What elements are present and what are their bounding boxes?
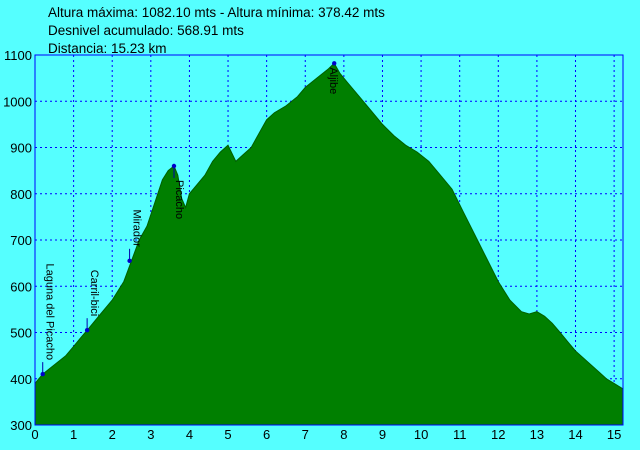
waypoint: Laguna del Picacho	[40, 263, 56, 377]
y-tick-label: 600	[10, 279, 32, 294]
x-tick-label: 10	[414, 427, 428, 442]
x-tick-label: 2	[109, 427, 116, 442]
x-tick-label: 0	[31, 427, 38, 442]
x-tick-label: 14	[568, 427, 582, 442]
waypoint-label: Mirador	[131, 210, 143, 248]
x-tick-label: 7	[302, 427, 309, 442]
x-tick-label: 6	[263, 427, 270, 442]
waypoint: Carril-bici	[84, 270, 100, 333]
x-tick-label: 15	[607, 427, 621, 442]
y-tick-label: 1000	[3, 94, 32, 109]
plot-frame	[34, 54, 624, 426]
elevation-area	[34, 62, 624, 426]
axis-ticks: 0 1 2 3 4 5 6 7 8 9 10 11 12 13 14 15300400500600700800…	[3, 48, 621, 442]
waypoint-label: Laguna del Picacho	[44, 263, 56, 360]
x-tick-label: 5	[224, 427, 231, 442]
x-tick-label: 9	[379, 427, 386, 442]
waypoint: Picacho	[171, 163, 185, 219]
x-tick-label: 4	[186, 427, 193, 442]
waypoint: Aljibe	[327, 61, 339, 94]
waypoint-label: Picacho	[173, 180, 185, 219]
waypoint-dot	[40, 371, 45, 377]
x-tick-label: 1	[70, 427, 77, 442]
waypoint-dot	[332, 61, 337, 66]
altitude-range-text: Altura máxima: 1082.10 mts - Altura míni…	[48, 5, 385, 20]
x-tick-label: 13	[530, 427, 544, 442]
x-tick-label: 11	[453, 427, 467, 442]
y-tick-label: 900	[10, 141, 32, 156]
waypoint-label: Aljibe	[327, 67, 339, 94]
waypoint-label: Carril-bici	[88, 270, 100, 316]
x-tick-label: 12	[491, 427, 505, 442]
elevation-summary: Altura máxima: 1082.10 mts - Altura míni…	[48, 4, 385, 58]
y-tick-label: 400	[10, 372, 32, 387]
waypoint-markers: Laguna del Picacho Carril-bici Mirador Pica…	[40, 61, 339, 377]
y-tick-label: 500	[10, 326, 32, 341]
accumulated-climb-text: Desnivel acumulado: 568.91 mts	[48, 23, 244, 38]
waypoint-dot	[84, 327, 90, 333]
y-tick-label: 300	[10, 418, 32, 433]
y-tick-label: 700	[10, 233, 32, 248]
x-tick-label: 3	[147, 427, 154, 442]
y-tick-label: 1100	[4, 48, 32, 63]
y-tick-label: 800	[10, 187, 32, 202]
x-tick-label: 8	[340, 427, 347, 442]
distance-text: Distancia: 15.23 km	[48, 41, 167, 56]
waypoint-dot	[171, 163, 177, 169]
waypoint-dot	[127, 258, 132, 264]
waypoint: Mirador	[127, 210, 143, 264]
